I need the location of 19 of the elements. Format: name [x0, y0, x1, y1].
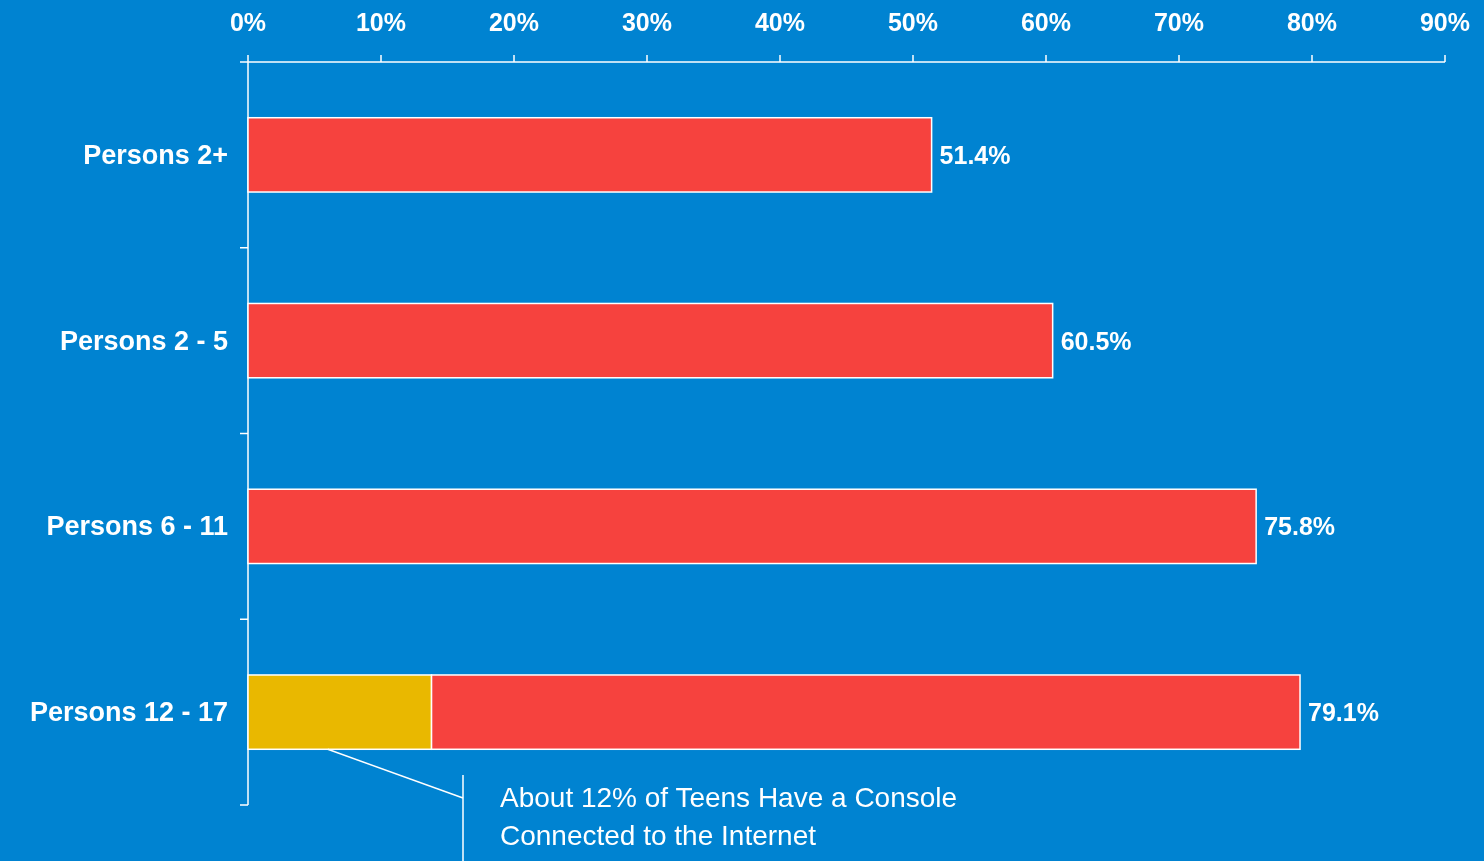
x-tick-label: 80%	[1286, 8, 1338, 36]
x-tick-label: 90%	[1419, 8, 1471, 36]
y-tick-label: Persons 2 - 5	[59, 325, 228, 356]
y-tick-label: Persons 12 - 17	[29, 697, 228, 728]
x-tick-label: 50%	[887, 8, 939, 36]
y-tick-label: Persons 2+	[83, 139, 228, 170]
x-tick-label: 10%	[355, 8, 407, 36]
total-label: 51.4%	[939, 140, 1011, 169]
total-label: 60.5%	[1060, 326, 1132, 355]
x-tick-label: 30%	[621, 8, 673, 36]
x-tick-label: 20%	[488, 8, 540, 36]
x-tick-label: 70%	[1153, 8, 1205, 36]
x-tick-label: 0%	[229, 8, 267, 36]
total-label: 75.8%	[1264, 512, 1336, 541]
y-tick-label: Persons 6 - 11	[46, 511, 228, 542]
x-tick-label: 40%	[754, 8, 806, 36]
total-label: 79.1%	[1308, 698, 1379, 727]
annotation: About 12% of Teens Have a Console Connected to the Internet	[500, 782, 958, 851]
x-tick-label: 60%	[1020, 8, 1072, 36]
